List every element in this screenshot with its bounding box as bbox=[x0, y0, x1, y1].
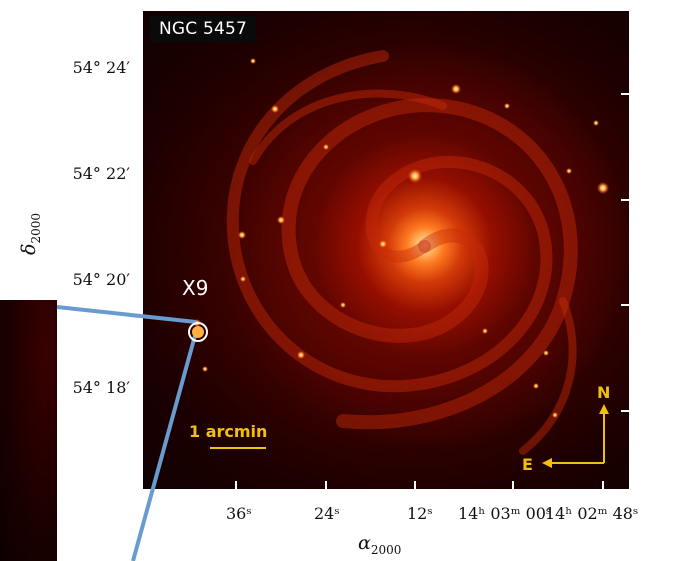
y-axis-title-symbol: δ bbox=[18, 243, 40, 255]
x-tick-label: 12ˢ bbox=[407, 504, 433, 523]
east-arrowhead-icon bbox=[542, 458, 552, 468]
north-arrowhead-icon bbox=[599, 404, 609, 414]
y-tick-label: 54° 22′ bbox=[72, 164, 130, 183]
source-x9-star bbox=[192, 326, 204, 338]
galaxy-image bbox=[143, 11, 629, 489]
zoom-inset-image bbox=[0, 300, 57, 561]
y-tick-label: 54° 24′ bbox=[72, 58, 130, 77]
y-tick-label: 54° 18′ bbox=[72, 378, 130, 397]
source-label: X9 bbox=[182, 276, 209, 300]
spiral-arms bbox=[226, 50, 578, 455]
x-axis-title-subscript: 2000 bbox=[370, 542, 402, 557]
scale-bar-label: 1 arcmin bbox=[189, 422, 268, 441]
x-axis-title: α2000 bbox=[358, 532, 401, 557]
bottom-ticks bbox=[235, 481, 604, 489]
x-axis-title-symbol: α bbox=[358, 532, 371, 554]
x-tick-label: 36ˢ bbox=[226, 504, 252, 523]
stars bbox=[193, 58, 609, 418]
galaxy-svg bbox=[193, 50, 629, 489]
y-tick-label: 54° 20′ bbox=[72, 270, 130, 289]
source-x9-marker bbox=[188, 322, 208, 342]
compass-east-label: E bbox=[522, 455, 533, 474]
compass-north-label: N bbox=[597, 383, 611, 402]
x-tick-label: 24ˢ bbox=[314, 504, 340, 523]
galaxy-name-label: NGC 5457 bbox=[150, 16, 257, 42]
right-ticks bbox=[621, 93, 629, 412]
connector-line-top bbox=[56, 305, 197, 324]
connector-line-bottom bbox=[131, 331, 198, 561]
x-tick-label: 14ʰ 03ᵐ 00ˢ bbox=[458, 504, 552, 523]
y-axis-title: δ2000 bbox=[18, 213, 43, 255]
y-axis-title-subscript: 2000 bbox=[28, 213, 43, 244]
x-tick-label: 14ʰ 02ᵐ 48ˢ bbox=[545, 504, 639, 523]
